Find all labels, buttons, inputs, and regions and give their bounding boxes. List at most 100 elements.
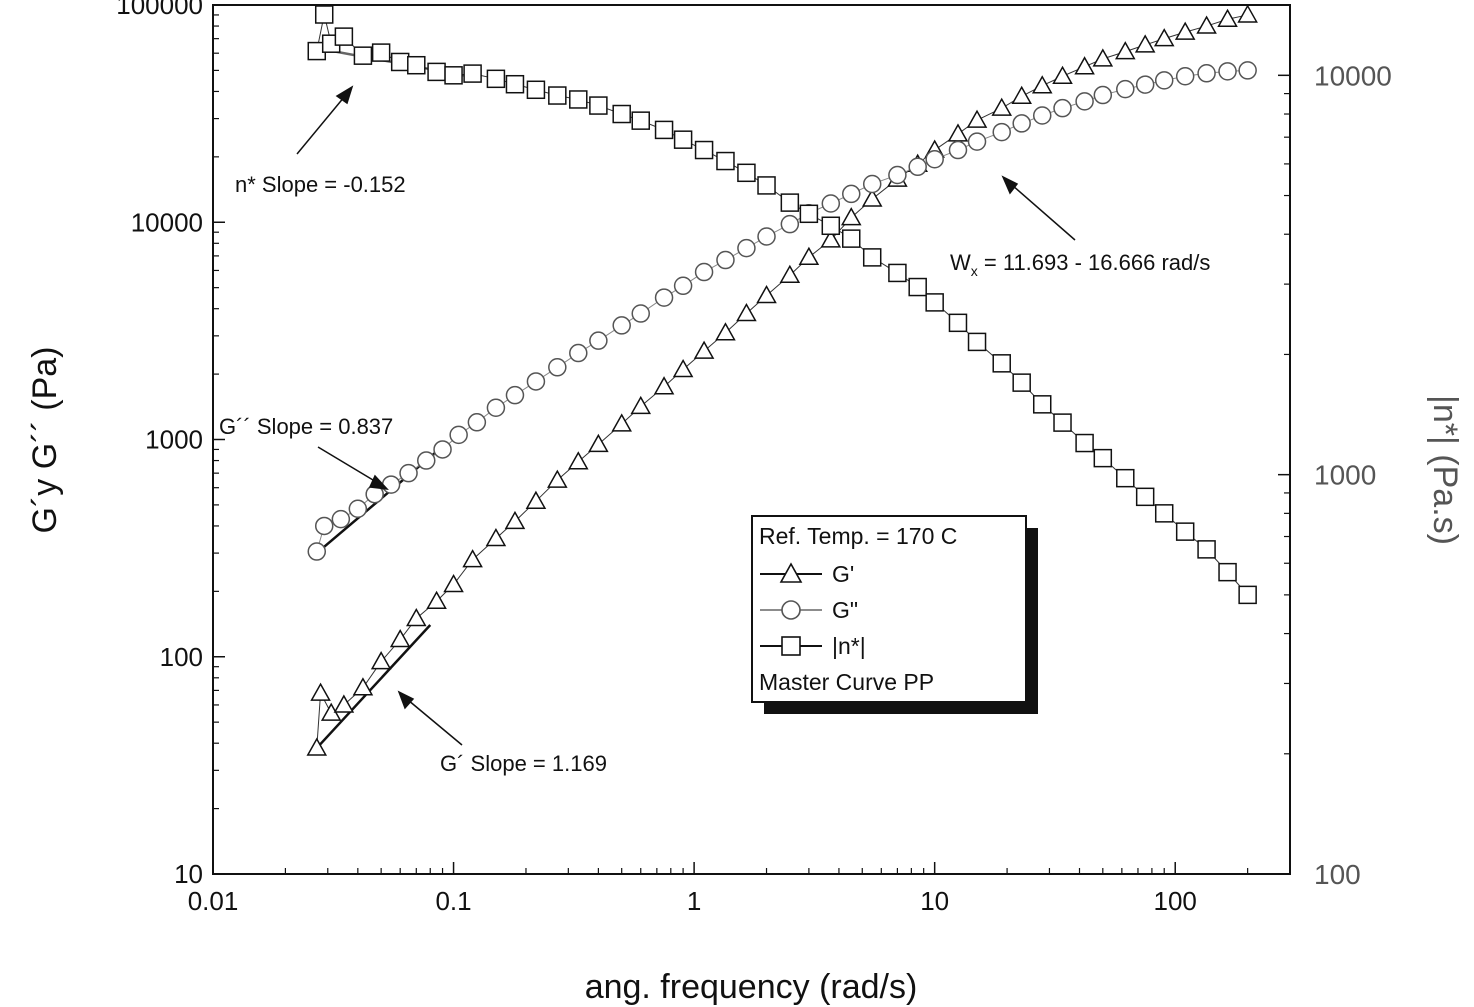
arrowhead-wx [1001, 175, 1019, 195]
data-point [925, 293, 944, 312]
fit-line [315, 624, 432, 749]
data-point [1053, 98, 1072, 118]
data-point [371, 43, 391, 62]
data-point [1092, 48, 1114, 67]
legend-label-complex-viscosity: |n*| [832, 633, 866, 659]
data-point [631, 304, 650, 323]
legend-footer: Master Curve PP [759, 669, 934, 695]
annotation-wx-range: = 11.693 - 16.666 rad/s [978, 250, 1211, 275]
data-point [757, 227, 776, 246]
data-point [888, 165, 907, 185]
data-point [589, 96, 608, 115]
legend-marker-complex-viscosity [781, 636, 801, 656]
y2-axis-title: |n*| (Pa.s) [1426, 395, 1464, 545]
data-point [547, 469, 568, 488]
series-layer [306, 4, 1258, 756]
data-point [798, 246, 820, 266]
data-point [426, 590, 447, 610]
data-point [505, 385, 525, 405]
data-point [548, 86, 567, 105]
data-point [756, 284, 777, 304]
data-point [653, 376, 675, 395]
data-point [821, 216, 841, 236]
data-point [1217, 8, 1238, 27]
data-point [991, 97, 1013, 116]
arrowhead-g1-slope [397, 690, 415, 710]
legend-entry-g-prime: G' [760, 561, 854, 587]
data-point [314, 516, 334, 536]
data-point [310, 682, 331, 701]
data-point [611, 413, 632, 432]
data-point [417, 451, 436, 470]
data-point [841, 184, 861, 204]
data-point [307, 542, 327, 561]
data-point [1218, 62, 1237, 81]
data-point [1116, 79, 1135, 99]
data-point [672, 358, 694, 378]
data-point [967, 332, 987, 352]
y-tick-label: 1000 [145, 425, 203, 455]
x-tick-label: 0.01 [188, 886, 239, 916]
data-point [737, 163, 756, 183]
annotation-wx-subscript: x [971, 263, 978, 279]
x-tick-label: 0.1 [435, 886, 471, 916]
y-tick-label: 100000 [116, 0, 203, 20]
data-point [548, 358, 567, 377]
data-point [888, 263, 907, 283]
data-point [1032, 106, 1052, 125]
data-point [1175, 66, 1195, 86]
data-point [908, 277, 927, 297]
y-tick-label: 10000 [131, 207, 203, 237]
data-point [1093, 448, 1113, 468]
data-point [348, 499, 368, 519]
data-point [1075, 92, 1094, 111]
annotation-arrows [296, 85, 1076, 746]
data-point [505, 74, 525, 94]
data-point [1012, 373, 1031, 392]
data-point [925, 149, 944, 169]
data-point [757, 176, 776, 195]
y-tick-label: 100 [160, 642, 203, 672]
data-point [1238, 585, 1257, 605]
series-complex-viscosity [307, 5, 1257, 605]
data-point [406, 607, 427, 627]
axis-tick-labels: 0.01 0.1 1 10 100 10 100 1000 10000 100000 100 1000… [116, 0, 1392, 916]
data-point [1153, 28, 1175, 47]
data-point [1116, 468, 1135, 488]
data-point [1052, 65, 1073, 84]
data-point [353, 46, 373, 65]
legend-marker-g-double-prime [781, 600, 801, 620]
data-point [948, 140, 968, 160]
data-point [1134, 34, 1156, 53]
arrowhead-n-slope [335, 85, 354, 105]
data-point [486, 69, 506, 89]
axis-ticks [212, 4, 1290, 875]
data-point [862, 248, 882, 267]
data-point [526, 80, 546, 100]
data-point [390, 52, 410, 72]
data-point [779, 264, 801, 284]
annotation-n-slope: n* Slope = -0.152 [235, 172, 406, 197]
annotation-g2-slope: G´´ Slope = 0.837 [219, 414, 393, 439]
data-point [334, 27, 354, 46]
data-point [381, 475, 401, 494]
y2-tick-label: 10000 [1314, 60, 1392, 91]
y2-tick-label: 1000 [1314, 460, 1376, 491]
data-point [449, 425, 468, 445]
data-point [1135, 487, 1155, 507]
data-point [525, 490, 547, 509]
data-point [694, 140, 714, 160]
data-point [693, 340, 715, 359]
data-point [526, 372, 546, 391]
legend-label-g-double-prime: G" [832, 597, 858, 623]
y-axis-title: G´y G´´ (Pa) [26, 347, 64, 534]
data-point [821, 194, 841, 213]
x-tick-label: 1 [687, 886, 701, 916]
data-point [568, 451, 589, 470]
data-point [427, 62, 446, 82]
data-point [654, 288, 674, 307]
series-line [316, 69, 1248, 552]
data-point [314, 5, 334, 24]
data-point [612, 316, 631, 335]
